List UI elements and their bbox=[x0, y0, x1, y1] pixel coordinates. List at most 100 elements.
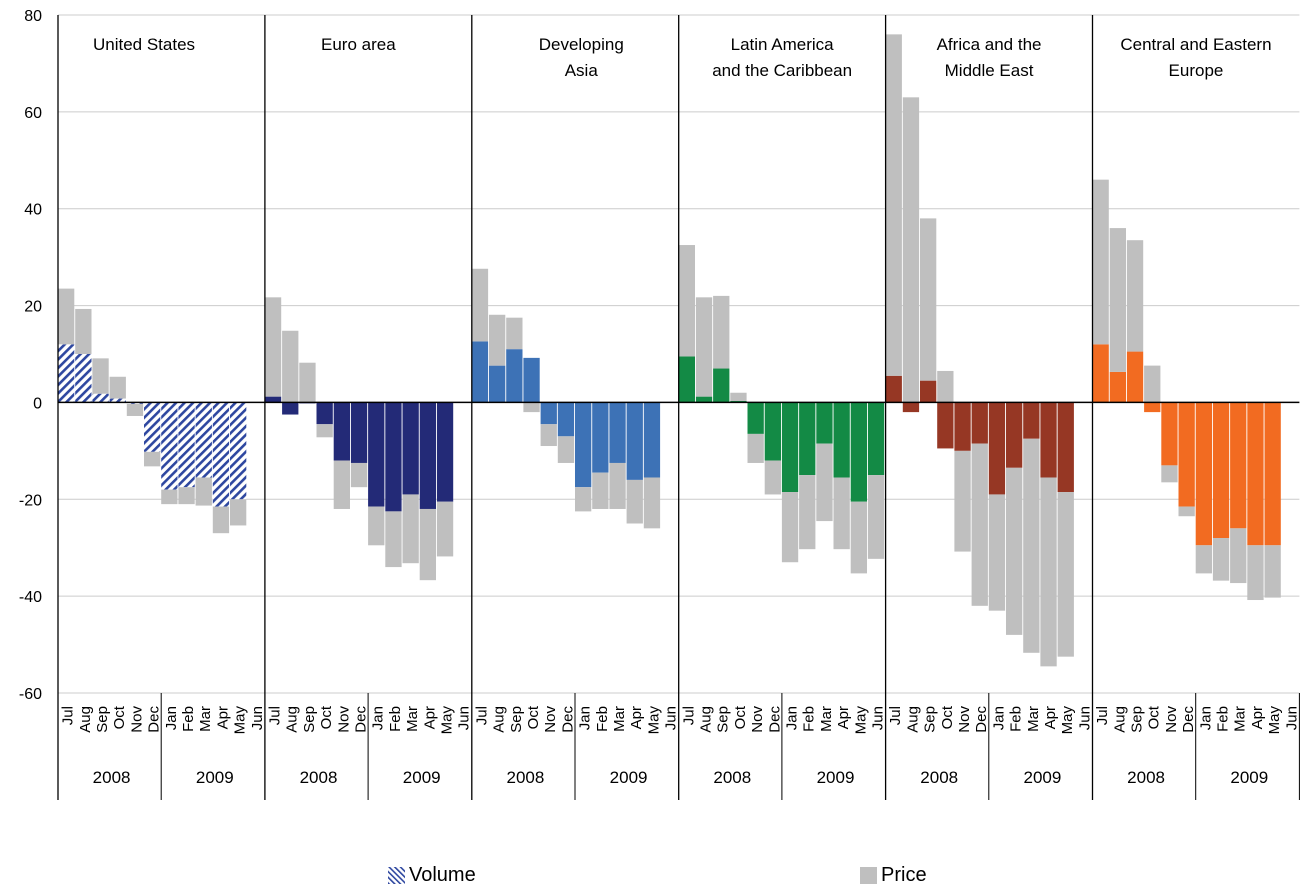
month-label: Oct bbox=[318, 705, 335, 729]
volume-bar bbox=[1023, 402, 1040, 439]
volume-bar bbox=[833, 402, 850, 478]
price-bar bbox=[1109, 228, 1126, 372]
price-bar bbox=[713, 295, 730, 369]
price-bar bbox=[592, 472, 609, 509]
month-label: Jul bbox=[267, 706, 284, 725]
price-bar bbox=[333, 460, 350, 509]
volume-bar bbox=[109, 398, 126, 403]
y-tick-label: 40 bbox=[24, 202, 42, 219]
volume-bar bbox=[1264, 402, 1281, 546]
volume-bar bbox=[954, 402, 971, 451]
volume-bar bbox=[506, 349, 523, 403]
volume-bar bbox=[1126, 351, 1144, 403]
volume-bar bbox=[333, 402, 350, 461]
volume-bar bbox=[902, 402, 920, 413]
month-label: Dec bbox=[766, 706, 783, 733]
price-bar bbox=[230, 499, 247, 526]
volume-bar bbox=[678, 356, 695, 403]
month-label: May bbox=[1266, 706, 1283, 735]
month-label: Mar bbox=[404, 706, 421, 732]
month-label: Jan bbox=[577, 706, 594, 730]
price-bar bbox=[954, 450, 971, 552]
month-label: Nov bbox=[956, 706, 973, 733]
volume-bar bbox=[609, 402, 626, 463]
month-label: Apr bbox=[628, 706, 645, 729]
price-bar bbox=[695, 297, 713, 397]
year-label: 2008 bbox=[93, 768, 131, 787]
month-label: Oct bbox=[525, 705, 542, 729]
y-tick-label: -40 bbox=[19, 589, 42, 606]
price-bar bbox=[1264, 545, 1281, 598]
volume-bar bbox=[419, 402, 436, 509]
price-bar bbox=[971, 443, 988, 606]
price-bar bbox=[471, 268, 489, 342]
price-bar bbox=[902, 97, 920, 403]
volume-bar bbox=[885, 375, 902, 403]
price-bar bbox=[506, 317, 523, 350]
month-label: May bbox=[645, 706, 662, 735]
y-tick-label: 80 bbox=[24, 8, 42, 25]
month-label: Jul bbox=[60, 706, 77, 725]
month-label: Nov bbox=[542, 706, 559, 733]
price-bar bbox=[1057, 492, 1074, 657]
month-label: Aug bbox=[1111, 706, 1128, 733]
price-bar bbox=[523, 402, 540, 413]
month-label: Oct bbox=[111, 705, 128, 729]
price-bar bbox=[1144, 365, 1161, 403]
panel-title: Central and Eastern bbox=[1120, 35, 1271, 54]
month-label: Jan bbox=[784, 706, 801, 730]
year-label: 2009 bbox=[610, 768, 648, 787]
month-label: Jan bbox=[1197, 706, 1214, 730]
volume-bar bbox=[592, 402, 609, 473]
price-bar bbox=[58, 288, 75, 345]
price-bar bbox=[575, 487, 592, 512]
month-label: Mar bbox=[1232, 706, 1249, 732]
volume-bar bbox=[161, 402, 178, 490]
volume-bar bbox=[920, 380, 937, 403]
volume-bar bbox=[489, 365, 506, 403]
volume-bar bbox=[1230, 402, 1247, 529]
price-bar bbox=[109, 376, 126, 399]
month-label: Jul bbox=[680, 706, 697, 725]
month-label: Jul bbox=[1094, 706, 1111, 725]
price-bar bbox=[609, 462, 626, 509]
legend-volume-label: Volume bbox=[409, 864, 476, 886]
volume-bar bbox=[92, 393, 109, 403]
price-bar bbox=[178, 487, 195, 505]
month-label: Jun bbox=[1283, 706, 1300, 730]
price-bar bbox=[885, 34, 902, 376]
year-label: 2008 bbox=[1127, 768, 1165, 787]
month-label: Sep bbox=[508, 706, 525, 733]
price-bar bbox=[92, 358, 109, 394]
year-label: 2009 bbox=[196, 768, 234, 787]
month-label: Mar bbox=[611, 706, 628, 732]
month-label: May bbox=[852, 706, 869, 735]
panel-title: Africa and the bbox=[937, 35, 1042, 54]
price-bar bbox=[264, 297, 282, 397]
price-bar bbox=[195, 477, 212, 506]
volume-bar bbox=[781, 402, 799, 493]
price-bar bbox=[920, 218, 937, 381]
y-tick-label: 20 bbox=[24, 299, 42, 316]
month-label: Jan bbox=[990, 706, 1007, 730]
volume-bar bbox=[385, 402, 402, 512]
price-bar bbox=[419, 508, 436, 581]
price-bar bbox=[540, 424, 557, 447]
price-bar bbox=[75, 308, 92, 354]
month-label: Nov bbox=[1163, 706, 1180, 733]
month-label: Jun bbox=[456, 706, 473, 730]
price-bar bbox=[402, 494, 419, 564]
volume-bar bbox=[1057, 402, 1074, 493]
price-bar bbox=[799, 475, 816, 550]
month-label: Feb bbox=[387, 706, 404, 732]
panel-title: United States bbox=[93, 35, 195, 54]
volume-bar bbox=[799, 402, 816, 476]
price-bar bbox=[764, 460, 781, 495]
bars bbox=[58, 34, 1281, 667]
month-label: Feb bbox=[801, 706, 818, 732]
month-label: Apr bbox=[835, 706, 852, 729]
volume-bar bbox=[867, 402, 885, 476]
legend-price-label: Price bbox=[881, 864, 927, 886]
month-label: Sep bbox=[1129, 706, 1146, 733]
